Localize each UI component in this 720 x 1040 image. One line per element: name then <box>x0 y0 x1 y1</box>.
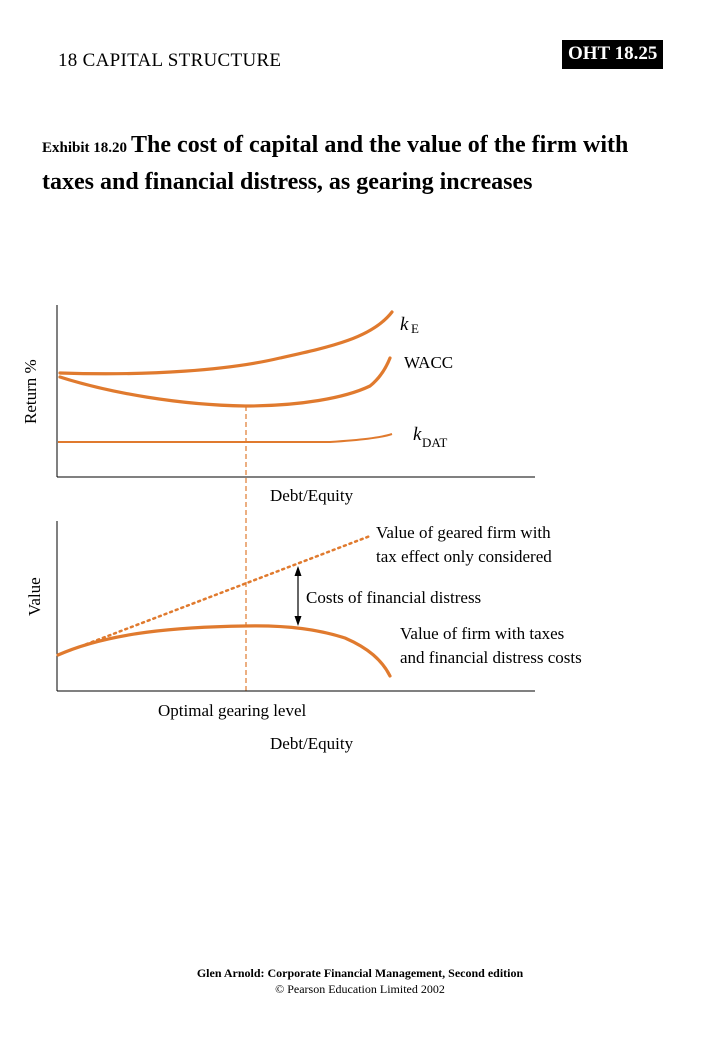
footer-book-credit: Glen Arnold: Corporate Financial Managem… <box>196 966 524 980</box>
exhibit-heading: Exhibit 18.20 The cost of capital and th… <box>42 128 642 202</box>
firm-value-curve <box>56 624 392 678</box>
firm-value-label-line1: Value of firm with taxes <box>400 624 564 643</box>
ke-curve <box>58 310 394 376</box>
distress-costs-label: Costs of financial distress <box>306 588 481 607</box>
exhibit-label: Exhibit 18.20 <box>42 140 128 156</box>
top-y-axis-label: Return % <box>21 359 40 424</box>
exhibit-title: The cost of capital and the value of the… <box>42 132 629 195</box>
bottom-y-axis-label: Value <box>25 577 44 616</box>
top-x-axis-label: Debt/Equity <box>270 486 354 505</box>
firm-value-chart: Value Value of geared firm with tax effe… <box>25 521 582 753</box>
kdat-symbol: k <box>413 424 422 445</box>
kdat-curve <box>58 433 393 443</box>
distress-costs-arrow-down-icon <box>294 616 302 626</box>
distress-costs-arrow-up-icon <box>294 566 302 576</box>
footer-copyright: © Pearson Education Limited 2002 <box>275 982 445 996</box>
ke-symbol: k <box>400 314 409 335</box>
wacc-curve <box>58 356 392 408</box>
firm-value-label-line2: and financial distress costs <box>400 648 582 667</box>
geared-firm-label-line2: tax effect only considered <box>376 547 552 566</box>
ke-subscript: E <box>411 321 419 336</box>
wacc-label: WACC <box>404 353 453 372</box>
slide-number-badge: OHT 18.25 <box>562 40 664 69</box>
geared-firm-value-line <box>56 534 372 657</box>
cost-of-capital-chart: Return % Debt/Equity k E WACC k DAT <box>21 305 535 505</box>
bottom-x-axis-label: Debt/Equity <box>270 734 354 753</box>
chapter-heading: 18 CAPITAL STRUCTURE <box>58 50 282 71</box>
kdat-subscript: DAT <box>422 435 447 450</box>
geared-firm-label-line1: Value of geared firm with <box>376 523 551 542</box>
optimal-gearing-label: Optimal gearing level <box>158 701 307 720</box>
